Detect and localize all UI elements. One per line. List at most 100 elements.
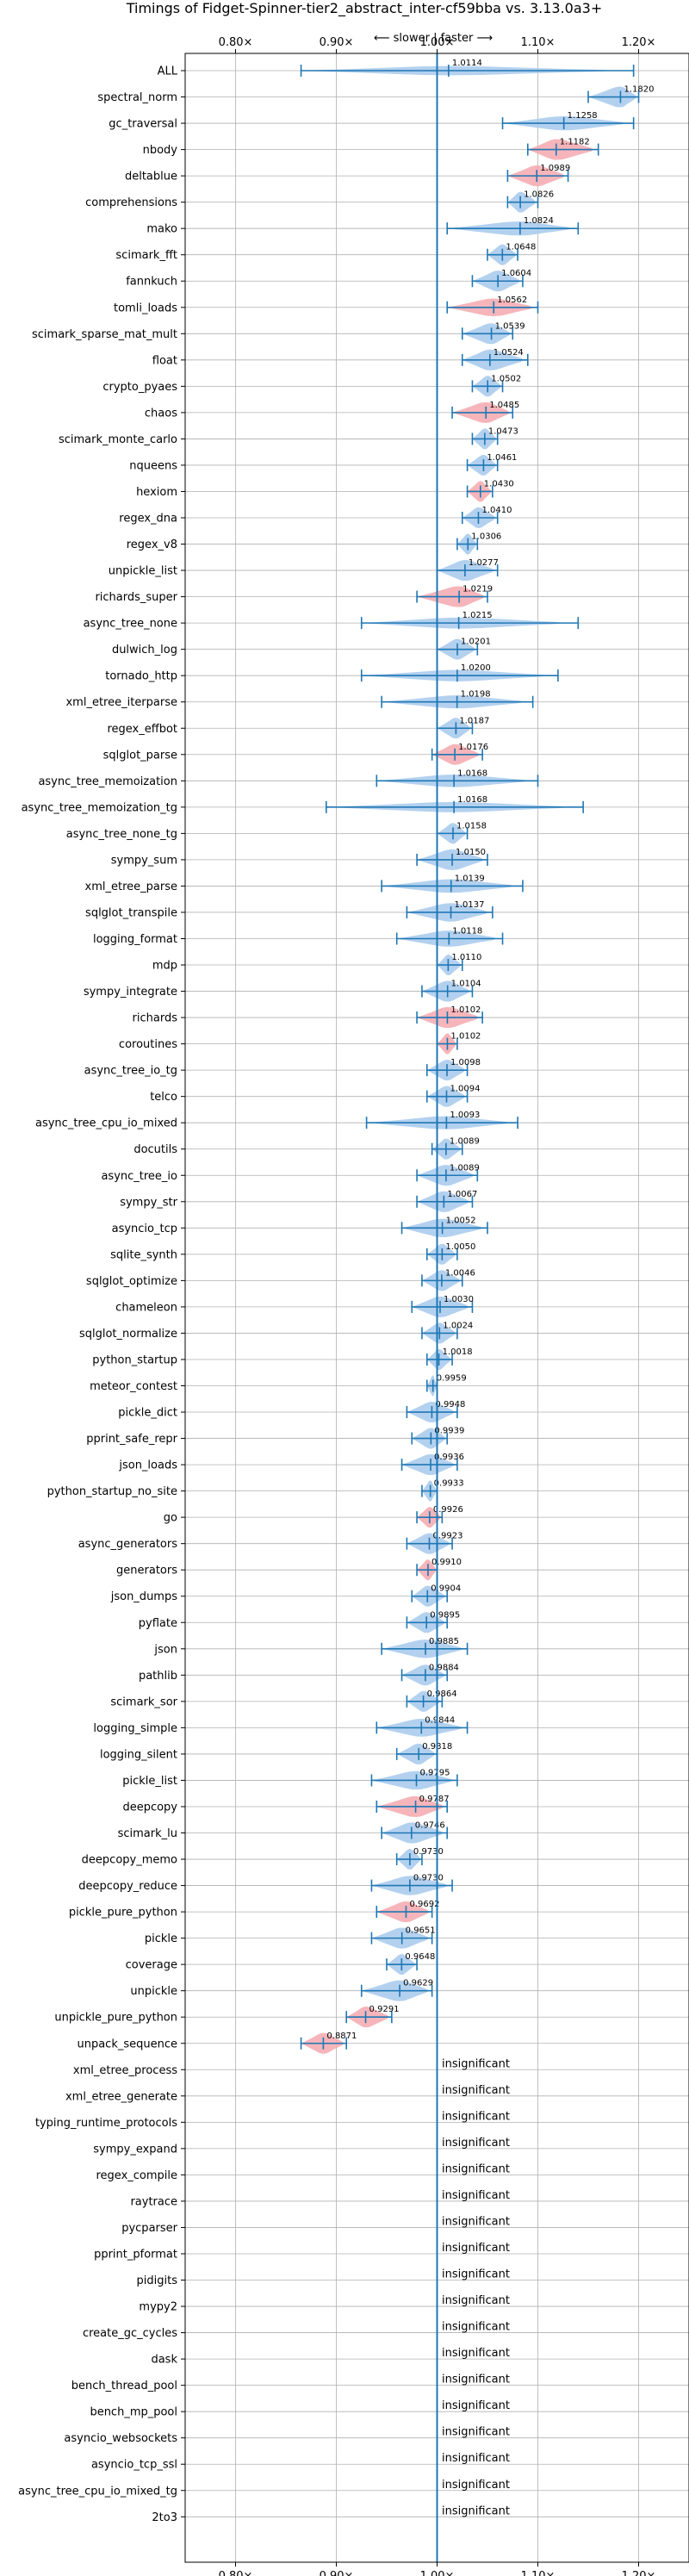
insignificant-label: insignificant <box>442 2294 510 2307</box>
value-label: 1.0215 <box>462 611 493 620</box>
value-label: 1.0046 <box>445 1268 475 1278</box>
benchmark-label: chaos <box>145 407 177 420</box>
x-tick-label-bottom: 1.20× <box>622 2570 656 2576</box>
benchmark-label: pyflate <box>139 1617 177 1630</box>
value-label: 1.0200 <box>461 663 491 673</box>
x-tick-label-top: 1.20× <box>622 36 656 49</box>
benchmark-label: pidigits <box>137 2274 178 2287</box>
benchmark-label: regex_dna <box>119 513 177 526</box>
x-tick-label-top: 1.00× <box>420 36 455 49</box>
insignificant-label: insignificant <box>442 2057 510 2070</box>
direction-label: ⟵ slower | faster ⟶ <box>374 32 493 45</box>
benchmark-label: scimark_sparse_mat_mult <box>32 328 177 341</box>
benchmark-label: pprint_safe_repr <box>86 1433 177 1446</box>
value-label: 1.0277 <box>469 558 499 568</box>
benchmark-label: scimark_fft <box>115 249 177 262</box>
value-label: 0.9864 <box>427 1689 457 1699</box>
value-label: 1.1182 <box>560 138 590 147</box>
x-tick-label-bottom: 0.90× <box>320 2570 354 2576</box>
insignificant-label: insignificant <box>442 2399 510 2412</box>
benchmark-label: async_tree_cpu_io_mixed_tg <box>18 2485 177 2498</box>
insignificant-label: insignificant <box>442 2084 510 2097</box>
benchmark-label: pickle_dict <box>118 1407 177 1420</box>
value-label: 1.0306 <box>471 532 501 542</box>
insignificant-label: insignificant <box>442 2347 510 2360</box>
value-label: 0.9884 <box>429 1663 459 1672</box>
benchmark-label: mako <box>146 223 177 236</box>
insignificant-label: insignificant <box>442 2504 510 2517</box>
benchmark-label: xml_etree_generate <box>65 2090 177 2103</box>
benchmark-label: bench_mp_pool <box>90 2406 177 2419</box>
benchmark-label: go <box>164 1512 177 1525</box>
x-tick-label-top: 1.10× <box>521 36 556 49</box>
insignificant-label: insignificant <box>442 2137 510 2150</box>
benchmark-label: deepcopy <box>122 1801 177 1814</box>
benchmark-label: sympy_sum <box>111 854 177 867</box>
value-label: 0.9885 <box>429 1637 459 1646</box>
insignificant-label: insignificant <box>442 2426 510 2439</box>
benchmark-label: bench_thread_pool <box>71 2380 177 2392</box>
value-label: 1.0067 <box>447 1190 477 1199</box>
value-label: 1.0052 <box>446 1216 476 1225</box>
value-label: 0.9948 <box>435 1400 465 1409</box>
benchmark-label: dask <box>151 2354 177 2367</box>
benchmark-label: python_startup_no_site <box>47 1485 177 1498</box>
benchmark-label: deltablue <box>125 171 177 184</box>
insignificant-label: insignificant <box>442 2189 510 2202</box>
value-label: 1.0050 <box>445 1242 475 1252</box>
value-label: 1.0150 <box>456 848 486 857</box>
value-label: 1.0198 <box>461 690 491 700</box>
benchmark-label: async_tree_io <box>101 1170 177 1183</box>
benchmark-label: unpickle_pure_python <box>54 2012 177 2025</box>
value-label: 1.0524 <box>493 348 524 358</box>
benchmark-label: hexiom <box>136 486 177 499</box>
value-label: 1.0102 <box>450 1032 481 1042</box>
benchmark-label: regex_v8 <box>127 538 177 551</box>
insignificant-label: insignificant <box>442 2268 510 2281</box>
value-label: 1.0539 <box>495 321 525 331</box>
benchmark-label: unpack_sequence <box>77 2038 177 2050</box>
value-label: 1.0604 <box>501 269 531 278</box>
value-label: 1.0826 <box>524 190 554 200</box>
benchmark-label: pycparser <box>121 2222 177 2235</box>
value-label: 1.0824 <box>524 216 554 226</box>
benchmark-label: fannkuch <box>126 276 177 289</box>
x-tick-label-top: 0.90× <box>320 36 354 49</box>
benchmark-label: deepcopy_memo <box>82 1854 177 1867</box>
benchmark-label: meteor_contest <box>90 1380 177 1393</box>
benchmark-label: mypy2 <box>139 2301 177 2314</box>
benchmark-label: pickle_pure_python <box>69 1907 177 1920</box>
benchmark-label: float <box>152 354 177 367</box>
value-label: 1.0094 <box>450 1085 480 1094</box>
benchmark-label: python_startup <box>92 1353 177 1366</box>
benchmark-label: scimark_sor <box>110 1696 177 1708</box>
x-tick-label-bottom: 1.10× <box>521 2570 556 2576</box>
value-label: 0.9959 <box>437 1374 467 1384</box>
value-label: 0.9904 <box>431 1584 461 1594</box>
insignificant-label: insignificant <box>442 2479 510 2492</box>
value-label: 0.9730 <box>413 1874 444 1883</box>
benchmark-label: comprehensions <box>85 196 177 209</box>
benchmark-label: xml_etree_process <box>73 2064 177 2077</box>
chart-title: Timings of Fidget-Spinner-tier2_abstract… <box>126 0 603 17</box>
benchmark-label: xml_etree_iterparse <box>65 696 177 709</box>
value-label: 1.0102 <box>450 1005 481 1015</box>
value-label: 1.0118 <box>452 926 482 936</box>
value-label: 1.0093 <box>450 1111 480 1120</box>
insignificant-label: insignificant <box>442 2110 510 2123</box>
benchmark-label: crypto_pyaes <box>102 381 177 394</box>
benchmark-label: pprint_pformat <box>94 2248 177 2261</box>
benchmark-label: async_tree_io_tg <box>84 1065 177 1078</box>
value-label: 0.8871 <box>326 2032 357 2041</box>
benchmark-label: sympy_str <box>120 1196 177 1209</box>
insignificant-label: insignificant <box>442 2374 510 2386</box>
benchmark-label: async_tree_memoization <box>38 775 177 788</box>
benchmark-label: ALL <box>158 65 178 78</box>
value-label: 0.9895 <box>430 1610 460 1620</box>
benchmark-label: tornado_http <box>105 670 177 683</box>
x-tick-label-bottom: 0.80× <box>219 2570 253 2576</box>
benchmark-label: sqlglot_normalize <box>79 1328 177 1341</box>
benchmark-label: nbody <box>143 144 178 157</box>
value-label: 1.0089 <box>450 1137 480 1147</box>
